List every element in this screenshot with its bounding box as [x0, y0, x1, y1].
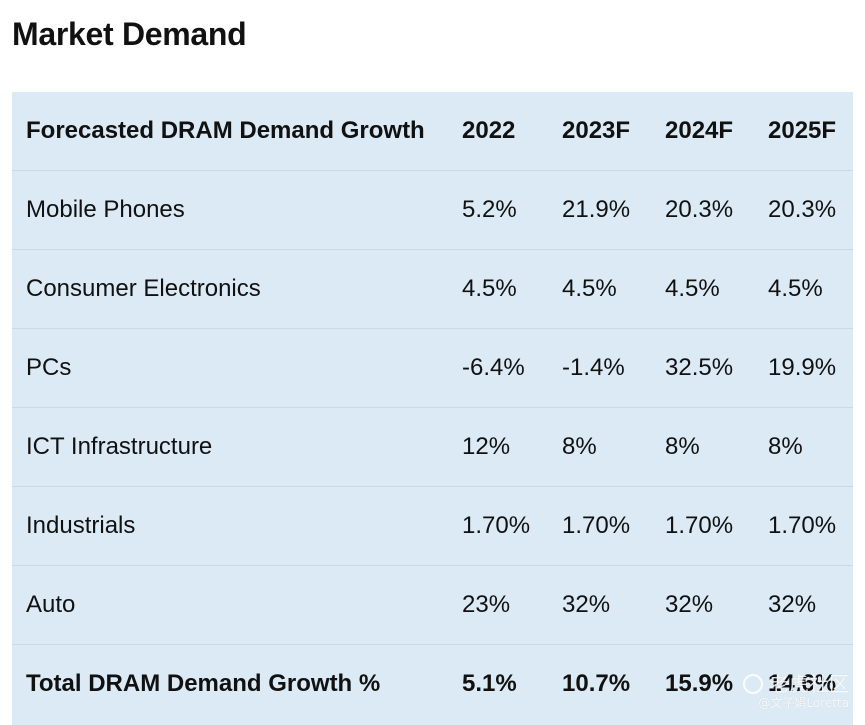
cell-value: 1.70%	[448, 486, 548, 566]
cell-value: 23%	[448, 565, 548, 645]
table-row: ICT Infrastructure 12% 8% 8% 8%	[12, 407, 853, 487]
cell-value: 1.70%	[754, 486, 853, 566]
table-row: Consumer Electronics 4.5% 4.5% 4.5% 4.5%	[12, 249, 853, 329]
total-value: 14.6%	[768, 670, 837, 697]
header-category: Forecasted DRAM Demand Growth	[12, 92, 448, 171]
cell-value: 5.2%	[448, 170, 548, 250]
cell-value: 4.5%	[651, 249, 754, 329]
cell-value: 4.5%	[754, 249, 853, 329]
dram-demand-table-container: Forecasted DRAM Demand Growth 2022 2023F…	[12, 92, 853, 725]
cell-value: 1.70%	[548, 486, 651, 566]
cell-value: 32.5%	[651, 328, 754, 408]
total-value: 5.1%	[462, 670, 517, 697]
row-label: Auto	[12, 565, 448, 645]
row-label: Mobile Phones	[12, 170, 448, 250]
cell-value: 19.9%	[754, 328, 853, 408]
cell-value: 8%	[548, 407, 651, 487]
cell-value: 8%	[651, 407, 754, 487]
table-row: Industrials 1.70% 1.70% 1.70% 1.70%	[12, 486, 853, 566]
cell-value: 4.5%	[548, 249, 651, 329]
header-2025f: 2025F	[754, 92, 853, 171]
cell-value: 21.9%	[548, 170, 651, 250]
cell-value: 32%	[548, 565, 651, 645]
total-value: 15.9%	[665, 670, 734, 697]
header-2024f: 2024F	[651, 92, 754, 171]
row-label: ICT Infrastructure	[12, 407, 448, 487]
table-row: PCs -6.4% -1.4% 32.5% 19.9%	[12, 328, 853, 408]
total-label: Total DRAM Demand Growth %	[26, 670, 381, 697]
cell-value: 8%	[754, 407, 853, 487]
row-label: PCs	[12, 328, 448, 408]
cell-value: 20.3%	[651, 170, 754, 250]
row-label: Consumer Electronics	[12, 249, 448, 329]
cell-value: 20.3%	[754, 170, 853, 250]
table-header-row: Forecasted DRAM Demand Growth 2022 2023F…	[12, 92, 853, 171]
dram-demand-table: Forecasted DRAM Demand Growth 2022 2023F…	[12, 92, 853, 723]
cell-value: 32%	[651, 565, 754, 645]
total-row: Total DRAM Demand Growth % 5.1% 10.7% 15…	[12, 645, 853, 724]
cell-value: -6.4%	[448, 328, 548, 408]
cell-value: 1.70%	[651, 486, 754, 566]
page-title: Market Demand	[12, 16, 247, 52]
table-row: Auto 23% 32% 32% 32%	[12, 565, 853, 645]
cell-value: 4.5%	[448, 249, 548, 329]
cell-value: -1.4%	[548, 328, 651, 408]
header-2022: 2022	[448, 92, 548, 171]
table-row: Mobile Phones 5.2% 21.9% 20.3% 20.3%	[12, 170, 853, 250]
row-label: Industrials	[12, 486, 448, 566]
header-2023f: 2023F	[548, 92, 651, 171]
total-value: 10.7%	[562, 670, 631, 697]
cell-value: 12%	[448, 407, 548, 487]
cell-value: 32%	[754, 565, 853, 645]
